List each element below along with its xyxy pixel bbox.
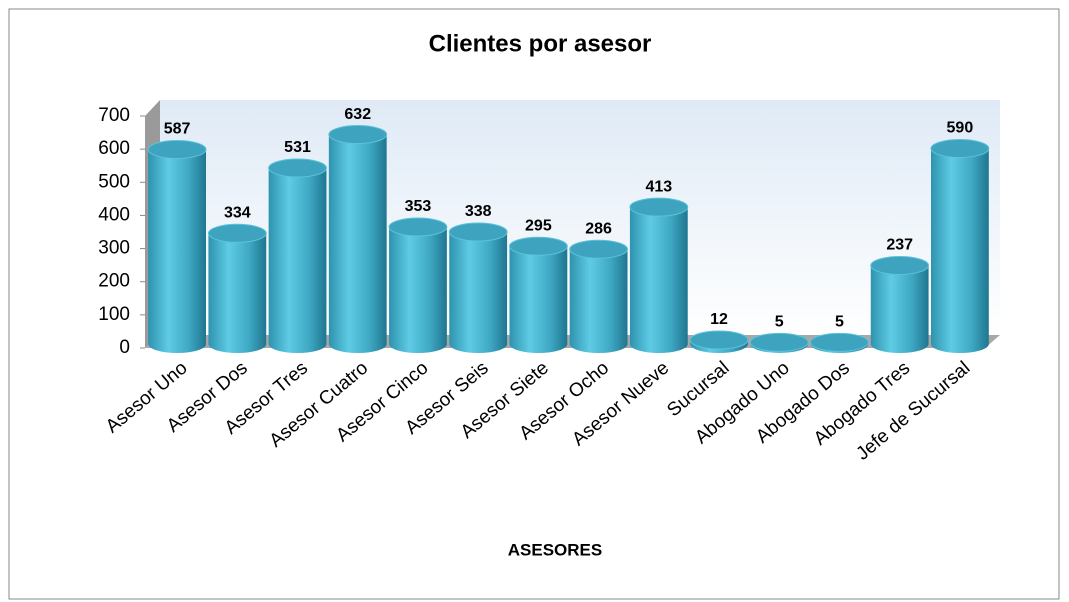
bar-top bbox=[629, 197, 689, 217]
y-tick-label: 0 bbox=[119, 337, 130, 358]
chart-title: Clientes por asesor bbox=[429, 30, 652, 57]
bar-top bbox=[508, 236, 568, 256]
bar-top bbox=[207, 223, 267, 243]
data-label: 237 bbox=[886, 237, 913, 254]
bar bbox=[449, 231, 508, 353]
data-label: 334 bbox=[224, 205, 251, 222]
bar-top bbox=[810, 332, 869, 352]
bar bbox=[148, 149, 207, 353]
bar bbox=[930, 148, 989, 353]
data-label: 413 bbox=[645, 178, 672, 195]
bar-top bbox=[689, 330, 749, 350]
bar bbox=[629, 207, 688, 353]
data-label: 531 bbox=[284, 139, 311, 156]
y-tick-label: 400 bbox=[98, 204, 130, 225]
bar-top bbox=[328, 125, 388, 145]
data-label: 353 bbox=[405, 198, 432, 215]
bar-top bbox=[147, 139, 207, 159]
bar bbox=[389, 227, 447, 353]
bar bbox=[268, 168, 327, 353]
bar bbox=[509, 246, 568, 353]
data-label: 5 bbox=[775, 314, 784, 331]
bar-top bbox=[388, 217, 448, 237]
data-label: 5 bbox=[835, 314, 844, 331]
x-axis-title: ASESORES bbox=[508, 540, 602, 559]
data-label: 338 bbox=[465, 203, 492, 220]
y-tick-label: 700 bbox=[98, 105, 130, 126]
y-tick-label: 100 bbox=[98, 304, 130, 325]
bar bbox=[328, 134, 387, 353]
data-label: 286 bbox=[585, 220, 612, 237]
bar-top bbox=[268, 158, 327, 178]
y-tick-label: 300 bbox=[98, 238, 130, 259]
bar bbox=[208, 233, 267, 353]
bar-top bbox=[870, 255, 930, 275]
bar-top bbox=[749, 332, 809, 352]
y-tick-label: 500 bbox=[98, 171, 130, 192]
y-tick-label: 600 bbox=[98, 138, 130, 159]
data-label: 632 bbox=[344, 106, 371, 123]
data-label: 590 bbox=[947, 120, 974, 137]
data-label: 587 bbox=[164, 121, 191, 138]
bar-top bbox=[448, 222, 508, 242]
data-label: 295 bbox=[525, 217, 552, 234]
y-tick-label: 200 bbox=[98, 271, 130, 292]
bar bbox=[569, 249, 628, 353]
data-label: 12 bbox=[710, 311, 728, 328]
bar-top bbox=[569, 239, 629, 259]
bar-top bbox=[930, 138, 990, 158]
bar bbox=[870, 265, 929, 353]
